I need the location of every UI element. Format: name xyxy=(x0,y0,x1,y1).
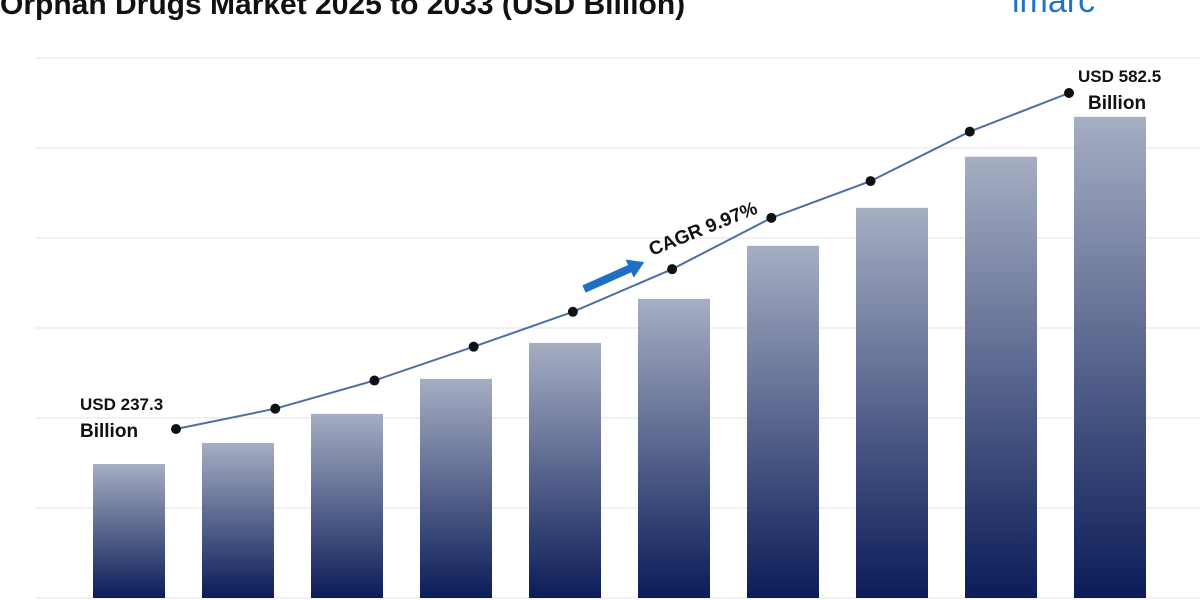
start-label: Billion xyxy=(80,421,138,442)
trend-point xyxy=(1064,88,1074,98)
bar xyxy=(529,342,601,598)
start-label: USD 237.3 xyxy=(80,395,163,414)
bar xyxy=(965,156,1037,598)
end-label: USD 582.5 xyxy=(1078,67,1161,86)
bar xyxy=(1074,116,1146,598)
bar xyxy=(856,207,928,598)
trend-point xyxy=(865,176,876,187)
trend-point xyxy=(766,212,777,223)
trend-point xyxy=(964,126,975,137)
bar xyxy=(638,298,710,598)
trend-point xyxy=(369,375,380,386)
bars xyxy=(93,116,1146,599)
bar xyxy=(202,442,274,598)
bar xyxy=(311,413,383,598)
end-label: Billion xyxy=(1088,93,1146,114)
cagr-arrow xyxy=(582,259,645,293)
cagr-label: CAGR 9.97% xyxy=(646,198,761,261)
trend-line xyxy=(175,92,1070,430)
bar xyxy=(747,245,819,599)
trend-point xyxy=(270,403,281,414)
trend-point xyxy=(567,306,578,317)
chart-title: Orphan Drugs Market 2025 to 2033 (USD Bi… xyxy=(0,0,685,21)
trend-point xyxy=(667,264,678,275)
bar xyxy=(93,463,165,598)
logo: imarc xyxy=(1012,0,1095,20)
trend-point xyxy=(468,341,479,352)
trend xyxy=(171,88,1074,434)
bar xyxy=(420,378,492,598)
trend-point xyxy=(171,424,181,434)
